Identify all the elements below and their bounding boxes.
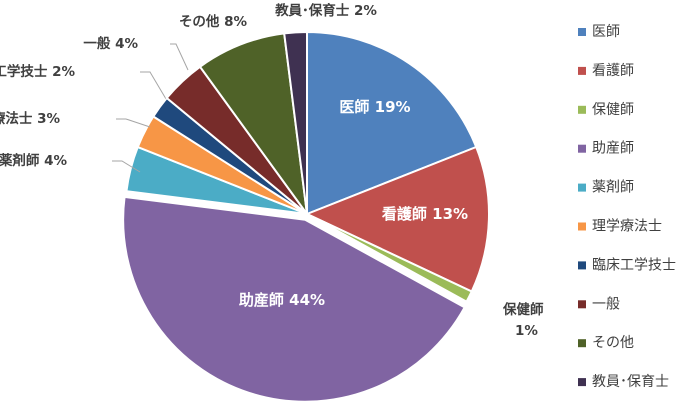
legend-label: 理学療法士 — [592, 218, 662, 235]
data-label-value: 8% — [224, 14, 247, 30]
pie-slice — [198, 32, 308, 215]
legend-label: 医師 — [592, 24, 620, 40]
data-label-value: 44% — [289, 291, 325, 309]
data-label-category: その他 — [179, 13, 220, 30]
legend-swatch — [578, 339, 586, 348]
data-label-value: 19% — [375, 98, 411, 116]
legend-label: 薬剤師 — [592, 180, 634, 196]
data-label-value: 13% — [432, 205, 468, 223]
leader-line — [170, 43, 189, 71]
legend-label: 教員･保育士 — [592, 374, 669, 390]
legend-swatch — [578, 222, 586, 231]
data-label-value: 4% — [44, 153, 67, 169]
legend-swatch — [578, 378, 586, 387]
leader-line — [140, 71, 167, 100]
data-label-category: 看護師 — [382, 205, 427, 223]
data-label: 看護師 13% — [382, 205, 468, 223]
data-label: 薬剤師 4% — [0, 152, 67, 169]
data-label-value: 3% — [37, 111, 60, 127]
pie-slice — [306, 30, 478, 216]
data-label-category: 教員･保育士 — [275, 2, 350, 19]
data-label: 一般 4% — [83, 35, 138, 52]
data-label-value: 4% — [115, 36, 138, 52]
legend-label: その他 — [592, 335, 634, 351]
pie-slice — [283, 30, 308, 215]
leader-line — [112, 160, 141, 173]
legend-swatch — [578, 183, 586, 192]
data-label: 理学療法士 3% — [0, 110, 60, 127]
data-label: その他 8% — [179, 13, 248, 30]
data-label-category: 理学療法士 — [0, 110, 33, 127]
legend-swatch — [578, 144, 586, 153]
data-label-value: 2% — [354, 3, 377, 19]
data-label-category: 薬剤師 — [0, 152, 40, 169]
legend-label: 一般 — [592, 296, 620, 312]
pie-slice — [306, 213, 474, 304]
legend-swatch — [578, 28, 586, 36]
data-label-category: 保健師 — [502, 301, 544, 318]
legend-swatch — [578, 300, 586, 309]
data-label-value: 2% — [52, 64, 75, 80]
data-label: 医師 19% — [339, 98, 410, 116]
legend-label: 看護師 — [592, 63, 634, 79]
data-label-category: 臨床工学技士 — [0, 63, 48, 80]
data-label: 臨床工学技士 2% — [0, 63, 75, 80]
data-label-category: 助産師 — [239, 291, 284, 309]
leader-line — [116, 118, 151, 128]
legend-swatch — [578, 66, 586, 75]
data-label-category: 医師 — [339, 98, 369, 116]
pie-slice — [122, 195, 466, 403]
legend-swatch — [578, 105, 586, 114]
data-label: 教員･保育士 2% — [275, 2, 377, 19]
legend-label: 臨床工学技士 — [592, 257, 676, 273]
data-label-value: 1% — [515, 323, 538, 339]
legend-swatch — [578, 261, 586, 270]
data-label: 助産師 44% — [239, 291, 325, 309]
pie-slice — [304, 145, 490, 293]
legend-label: 保健師 — [592, 102, 634, 118]
data-label-category: 一般 — [83, 35, 110, 52]
legend-label: 助産師 — [592, 141, 634, 157]
